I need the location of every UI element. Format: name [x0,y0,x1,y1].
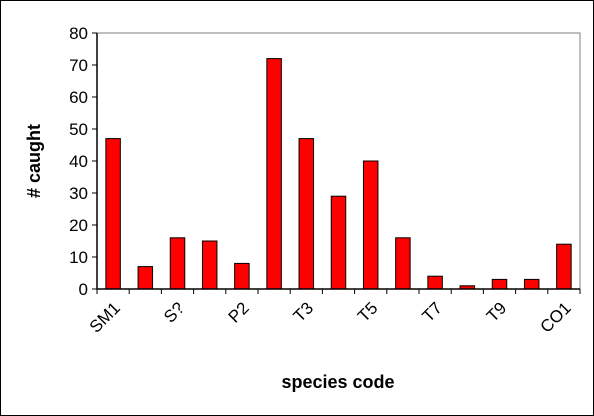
y-tick-label-80: 80 [69,24,88,43]
bar-13 [523,278,540,290]
bar-9 [395,237,411,290]
bar-2 [169,237,186,290]
bar-6 [298,138,315,290]
bar-4 [234,262,250,290]
bar-1 [137,266,154,290]
y-axis: 0 10 20 30 40 50 60 70 80 [69,24,98,299]
bar-10 [427,275,443,290]
y-tick-label-30: 30 [69,184,88,203]
y-tick-label-50: 50 [69,120,88,139]
y-axis-title: # caught [24,124,44,198]
y-tick-label-60: 60 [69,88,88,107]
y-tick-label-40: 40 [69,152,88,171]
y-tick-label-0: 0 [79,280,88,299]
bar-12 [491,278,508,290]
bar-7 [330,195,347,290]
bar-0 [105,138,121,290]
bar-14 [556,243,572,290]
x-axis-title: species code [281,372,394,392]
y-tick-label-10: 10 [69,248,88,267]
bar-5 [266,58,282,290]
bars-group [105,58,572,290]
y-tick-label-70: 70 [69,56,88,75]
bar-3 [201,240,218,290]
y-tick-label-20: 20 [69,216,88,235]
bar-8 [362,160,379,290]
